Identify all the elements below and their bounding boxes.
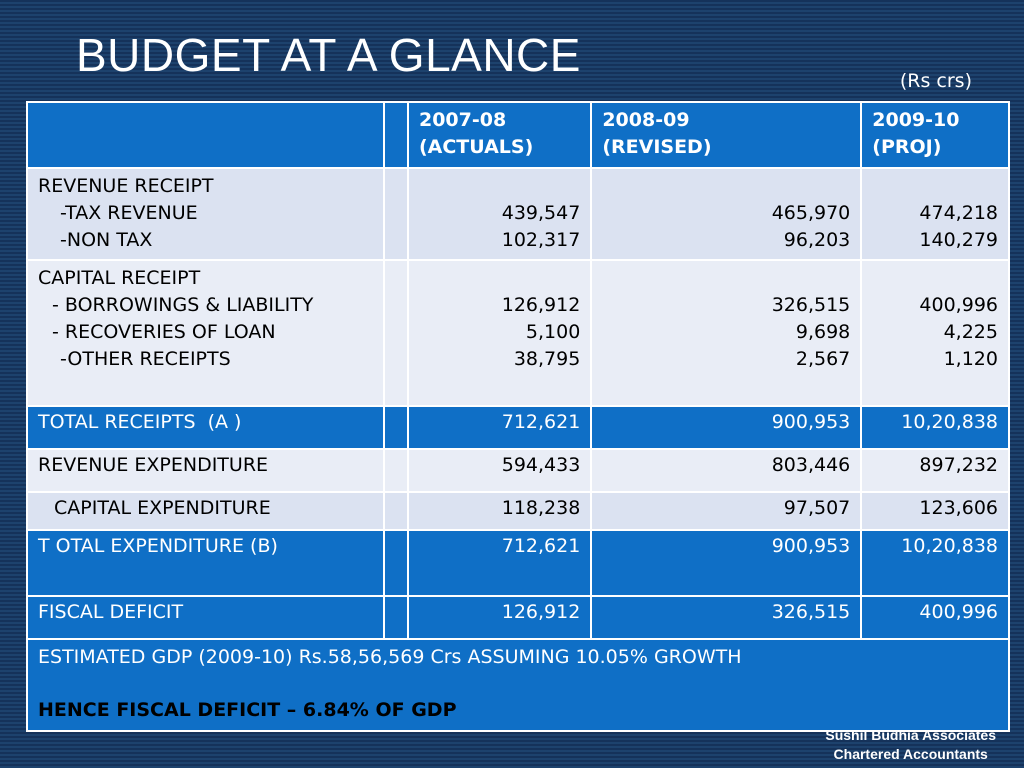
value-2009-10: 897,232	[860, 448, 1010, 493]
value-2008-09: 465,970 96,203	[590, 167, 863, 261]
value-2007-08: 712,621	[406, 405, 593, 450]
budget-table: 2007-08 (ACTUALS) 2008-09 (REVISED) 2009…	[26, 101, 1010, 732]
row-label: FISCAL DEFICIT	[26, 595, 385, 640]
header-label-cell	[26, 101, 385, 169]
value-2009-10: 400,996	[860, 595, 1010, 640]
spacer-cell	[382, 529, 409, 597]
value-2007-08: 439,547 102,317	[406, 167, 593, 261]
footer-firm-type: Chartered Accountants	[833, 746, 988, 762]
row-label: TOTAL RECEIPTS (A )	[26, 405, 385, 450]
value-2007-08: 118,238	[406, 491, 593, 531]
value-2009-10: 123,606	[860, 491, 1010, 531]
value-2008-09: 803,446	[590, 448, 863, 493]
header-2009-10: 2009-10 (PROJ)	[860, 101, 1010, 169]
value-2008-09: 326,515	[590, 595, 863, 640]
slide-title: BUDGET AT A GLANCE	[76, 29, 581, 81]
spacer-cell	[382, 595, 409, 640]
value-2008-09: 900,953	[590, 529, 863, 597]
footer-firm-name: Sushil Budhia Associates	[825, 727, 996, 743]
header-2008-09: 2008-09 (REVISED)	[590, 101, 863, 169]
gdp-note: ESTIMATED GDP (2009-10) Rs.58,56,569 Crs…	[38, 646, 742, 668]
table-row-capital-receipt: CAPITAL RECEIPT - BORROWINGS & LIABILITY…	[26, 259, 1010, 407]
row-label: T OTAL EXPENDITURE (B)	[26, 529, 385, 597]
spacer-cell	[382, 448, 409, 493]
row-label: REVENUE RECEIPT -TAX REVENUE -NON TAX	[26, 167, 385, 261]
table-header-row: 2007-08 (ACTUALS) 2008-09 (REVISED) 2009…	[26, 101, 1010, 169]
value-2007-08: 712,621	[406, 529, 593, 597]
value-2007-08: 126,912 5,100 38,795	[406, 259, 593, 407]
gdp-note-cell: ESTIMATED GDP (2009-10) Rs.58,56,569 Crs…	[26, 638, 1010, 732]
row-label: CAPITAL RECEIPT - BORROWINGS & LIABILITY…	[26, 259, 385, 407]
value-2009-10: 474,218 140,279	[860, 167, 1010, 261]
value-2007-08: 126,912	[406, 595, 593, 640]
spacer-cell	[382, 491, 409, 531]
value-2008-09: 326,515 9,698 2,567	[590, 259, 863, 407]
value-2008-09: 900,953	[590, 405, 863, 450]
table-row-gdp-note: ESTIMATED GDP (2009-10) Rs.58,56,569 Crs…	[26, 638, 1010, 732]
fiscal-deficit-conclusion: HENCE FISCAL DEFICIT – 6.84% OF GDP	[38, 699, 457, 721]
table-row-total-receipts: TOTAL RECEIPTS (A ) 712,621 900,953 10,2…	[26, 405, 1010, 450]
table-row-fiscal-deficit: FISCAL DEFICIT 126,912 326,515 400,996	[26, 595, 1010, 640]
spacer-cell	[382, 259, 409, 407]
unit-note: (Rs crs)	[899, 70, 972, 92]
spacer-cell	[382, 405, 409, 450]
header-spacer-cell	[382, 101, 409, 169]
table-row-revenue-receipt: REVENUE RECEIPT -TAX REVENUE -NON TAX 43…	[26, 167, 1010, 261]
row-label: REVENUE EXPENDITURE	[26, 448, 385, 493]
row-label: CAPITAL EXPENDITURE	[26, 491, 385, 531]
header-2007-08: 2007-08 (ACTUALS)	[406, 101, 593, 169]
footer-credit: Sushil Budhia Associates Chartered Accou…	[825, 726, 996, 764]
value-2009-10: 10,20,838	[860, 529, 1010, 597]
value-2009-10: 10,20,838	[860, 405, 1010, 450]
table-row-capital-expenditure: CAPITAL EXPENDITURE 118,238 97,507 123,6…	[26, 491, 1010, 531]
table-row-total-expenditure: T OTAL EXPENDITURE (B) 712,621 900,953 1…	[26, 529, 1010, 597]
spacer-cell	[382, 167, 409, 261]
value-2008-09: 97,507	[590, 491, 863, 531]
table-row-revenue-expenditure: REVENUE EXPENDITURE 594,433 803,446 897,…	[26, 448, 1010, 493]
value-2009-10: 400,996 4,225 1,120	[860, 259, 1010, 407]
value-2007-08: 594,433	[406, 448, 593, 493]
